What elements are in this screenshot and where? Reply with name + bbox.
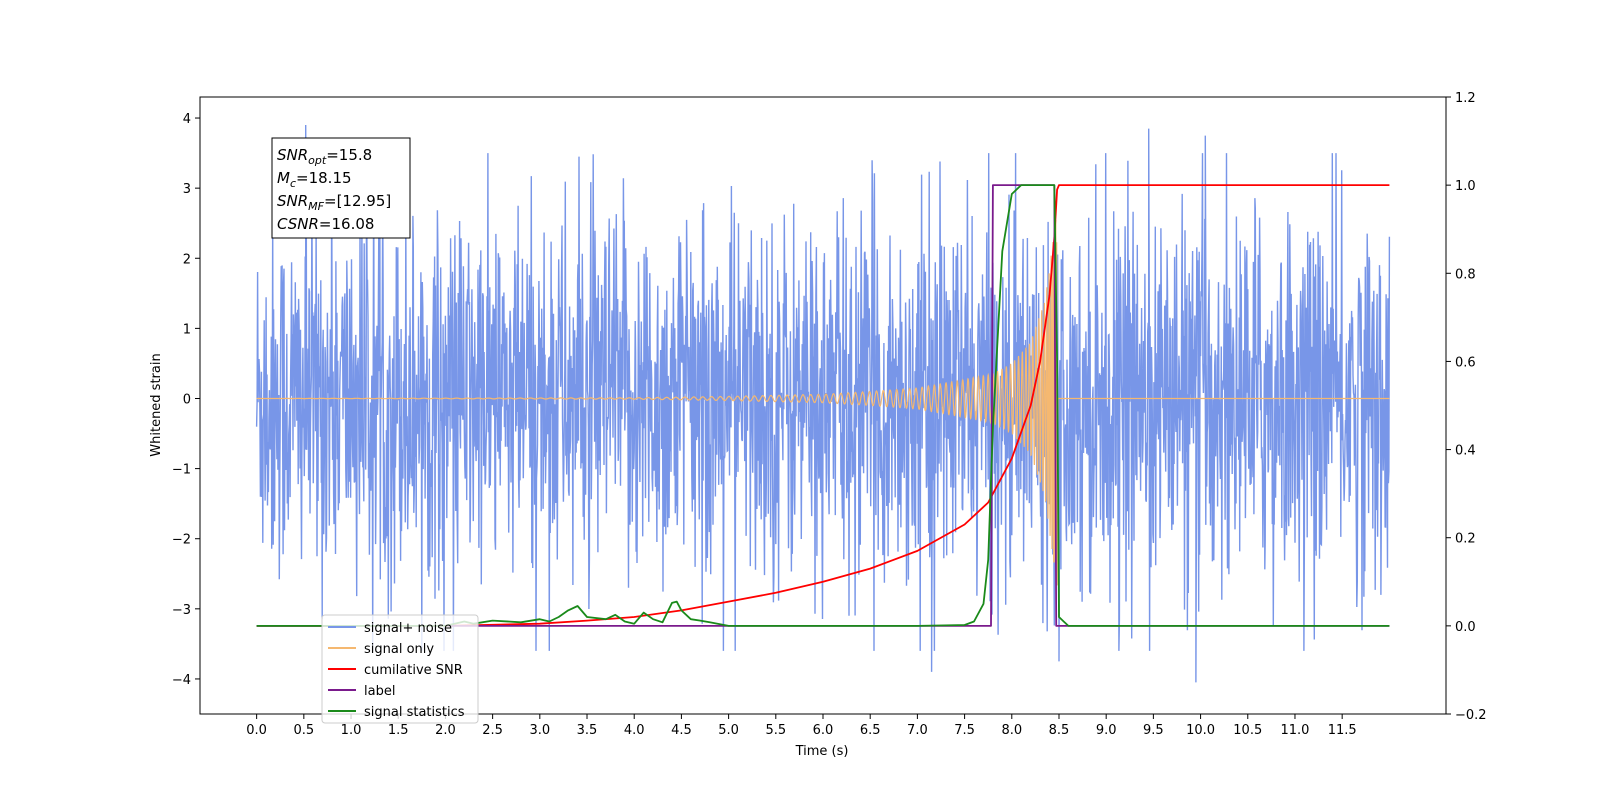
y-tick-label: 0 [183,392,191,407]
legend-frame [321,614,479,724]
x-tick-label: 2.0 [435,723,456,738]
y2-tick-label: 0.2 [1455,532,1476,547]
y-tick-label: 2 [183,252,191,267]
x-tick-label: 6.5 [860,723,881,738]
series-signal-statistics-line [256,184,1390,627]
y2-tick-label: −0.2 [1455,708,1487,723]
x-axis: 0.0 0.5 1.0 1.5 2.0 2.5 3.0 3.5 4.0 4.5 5.0 5.5 6.0 6… [246,714,1357,738]
y-axis-label: Whitened strain [149,353,164,456]
y2-tick-label: 1.2 [1455,91,1476,106]
x-tick-label: 5.0 [718,723,739,738]
annotation-line: SNRopt=15.8 [277,146,372,167]
series-layer [255,124,1391,683]
x-tick-label: 9.5 [1143,723,1164,738]
x-tick-label: 8.5 [1049,723,1070,738]
x-tick-label: 4.5 [671,723,692,738]
y2-tick-label: 0.4 [1455,444,1476,459]
y-tick-label: −4 [172,673,191,688]
y2-tick-label: 0.0 [1455,620,1476,635]
y-tick-label: 1 [183,322,191,337]
legend-entry-label: cumilative SNR [364,663,463,678]
series-signal-only-line [256,219,1390,586]
x-tick-label: 0.5 [293,723,314,738]
annotation-line: SNRMF=[12.95] [277,192,391,213]
x-tick-label: 5.5 [765,723,786,738]
x-tick-label: 3.5 [577,723,598,738]
legend: signal+ noise signal only cumilative SNR la… [321,614,479,724]
y-tick-label: −1 [172,463,191,478]
y2-tick-label: 1.0 [1455,179,1476,194]
y-axis-left: 4 3 2 1 0 −1 −2 −3 −4 [172,112,200,688]
legend-entry-label: signal only [364,642,434,657]
legend-entry-label: signal statistics [364,705,465,720]
legend-entry-label: signal+ noise [364,621,452,636]
y-tick-label: −3 [172,603,191,618]
x-tick-label: 0.0 [246,723,267,738]
y2-tick-label: 0.8 [1455,267,1476,282]
annotation-line: Mc=18.15 [277,169,352,190]
y2-tick-label: 0.6 [1455,355,1476,370]
x-tick-label: 11.0 [1280,723,1309,738]
x-tick-label: 10.0 [1186,723,1215,738]
x-tick-label: 9.0 [1096,723,1117,738]
annotation-frame [271,137,411,239]
annotation-line: CSNR=16.08 [277,215,374,233]
x-tick-label: 8.0 [1001,723,1022,738]
x-tick-label: 7.0 [907,723,928,738]
x-axis-label: Time (s) [795,744,849,759]
x-tick-label: 7.5 [954,723,975,738]
y-tick-label: 3 [183,182,191,197]
x-tick-label: 1.0 [341,723,362,738]
x-tick-label: 1.5 [388,723,409,738]
series-signal-noise-line [255,124,1391,683]
y-axis-right: 1.2 1.0 0.8 0.6 0.4 0.2 0.0 −0.2 [1446,91,1487,723]
legend-entry-label: label [364,684,395,699]
x-tick-label: 2.5 [482,723,503,738]
x-tick-label: 11.5 [1328,723,1357,738]
x-tick-label: 4.0 [624,723,645,738]
y-tick-label: −2 [172,533,191,548]
x-tick-label: 10.5 [1233,723,1262,738]
x-tick-label: 6.0 [813,723,834,738]
x-tick-label: 3.0 [529,723,550,738]
y-tick-label: 4 [183,112,191,127]
